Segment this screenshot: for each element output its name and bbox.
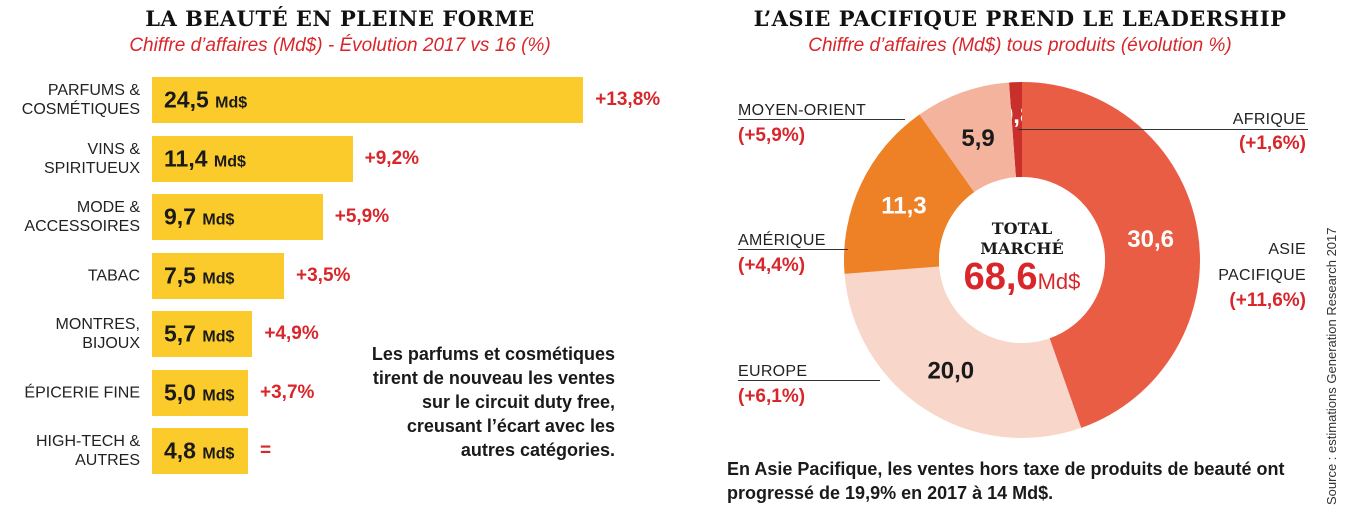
bar: 5,0 Md$: [152, 369, 248, 416]
bar-category-label: VINS & SPIRITUEUX: [43, 140, 140, 177]
bar: 11,4 Md$: [152, 135, 353, 182]
region-change-label: (+6,1%): [738, 386, 806, 407]
donut-slice: [1008, 82, 1022, 178]
donut-slice: [844, 266, 1082, 438]
bar: 9,7 Md$: [152, 194, 323, 240]
donut-slice: [844, 114, 975, 274]
source-note: Source : estimations Generation Research…: [1324, 227, 1339, 506]
bar: 4,8 Md$: [152, 428, 248, 474]
bar-change-label: +4,9%: [264, 323, 319, 344]
region-name-label: ASIE PACIFIQUE: [1218, 241, 1306, 284]
region-name-label: EUROPE: [738, 363, 808, 380]
bar-category-label: PARFUMS & COSMÉTIQUES: [21, 82, 140, 118]
donut-center-line2: MARCHÉ: [980, 238, 1063, 258]
region-change-label: (+1,6%): [1238, 133, 1306, 154]
donut-value-label: 20,0: [927, 357, 974, 384]
donut-hole: [939, 177, 1105, 343]
bar-value-label: 4,8 Md$: [164, 437, 235, 464]
bar-category-label: TABAC: [87, 267, 140, 284]
region-change-label: (+4,4%): [738, 255, 806, 276]
bar-value-label: 9,7 Md$: [164, 203, 235, 230]
bar-value-label: 11,4 Md$: [164, 145, 246, 171]
region-change-label: (+5,9%): [738, 125, 806, 146]
left-chart-subtitle: Chiffre d’affaires (Md$) - Évolution 201…: [129, 35, 551, 56]
leader-line: [1018, 129, 1308, 130]
leader-line: [738, 119, 905, 120]
bar-category-label: MONTRES, BIJOUX: [55, 316, 140, 352]
region-name-label: AMÉRIQUE: [738, 232, 826, 249]
bar-row: MONTRES, BIJOUX 5,7 Md$ +4,9%: [0, 311, 700, 357]
left-chart-title: LA BEAUTÉ EN PLEINE FORME: [145, 6, 535, 31]
bar: 24,5 Md$: [152, 77, 584, 123]
bar-change-label: +9,2%: [364, 147, 420, 169]
donut-value-label: 5,9: [961, 125, 994, 152]
donut-center-line1: TOTAL: [992, 219, 1053, 238]
bar-row: ÉPICERIE FINE 5,0 Md$ +3,7%: [0, 369, 700, 416]
donut-slice: [919, 82, 1016, 193]
bar-category-label: MODE & ACCESSOIRES: [24, 199, 140, 235]
right-chart-note: En Asie Pacifique, les ventes hors taxe …: [727, 459, 1285, 503]
region-change-label: (+11,6%): [1229, 290, 1306, 311]
donut-center-total: 68,6Md$: [964, 256, 1081, 298]
bar-row: PARFUMS & COSMÉTIQUES 24,5 Md$ +13,8%: [0, 77, 700, 123]
bar-value-label: 5,7 Md$: [164, 320, 235, 347]
bar-row: VINS & SPIRITUEUX 11,4 Md$ +9,2%: [0, 135, 700, 182]
bar-change-label: +13,8%: [595, 89, 661, 110]
donut-slice: [1022, 82, 1200, 428]
bar: 5,7 Md$: [152, 311, 253, 357]
leader-line: [738, 249, 848, 250]
bar-change-label: +5,9%: [334, 206, 390, 227]
bar-value-label: 24,5 Md$: [164, 86, 248, 113]
bar-row: HIGH-TECH & AUTRES 4,8 Md$ =: [0, 428, 700, 474]
region-name-label: AFRIQUE: [1232, 111, 1306, 128]
bar-change-label: +3,5%: [296, 264, 351, 286]
left-chart-note: Les parfums et cosmétiques tirent de nou…: [371, 344, 615, 460]
bar-chart: PARFUMS & COSMÉTIQUES 24,5 Md$ +13,8% VINS &…: [0, 77, 700, 474]
bar-row: TABAC 7,5 Md$ +3,5%: [0, 252, 700, 299]
bar-value-label: 5,0 Md$: [164, 379, 235, 405]
bar-value-label: 7,5 Md$: [164, 262, 235, 288]
donut-value-label: 30,6: [1127, 226, 1174, 253]
bar-change-label: =: [260, 440, 272, 461]
bar: 7,5 Md$: [152, 252, 284, 299]
bar-row: MODE & ACCESSOIRES 9,7 Md$ +5,9%: [0, 194, 700, 240]
bar-category-label: HIGH-TECH & AUTRES: [36, 433, 140, 469]
donut-value-label: 11,3: [881, 192, 926, 219]
bar-change-label: +3,7%: [260, 381, 315, 403]
leader-line: [738, 380, 880, 381]
region-name-label: MOYEN-ORIENT: [738, 102, 867, 119]
right-chart-subtitle: Chiffre d’affaires (Md$) tous produits (…: [808, 35, 1232, 56]
bar-category-label: ÉPICERIE FINE: [24, 384, 140, 401]
right-chart-title: L’ASIE PACIFIQUE PREND LE LEADERSHIP: [753, 6, 1287, 31]
